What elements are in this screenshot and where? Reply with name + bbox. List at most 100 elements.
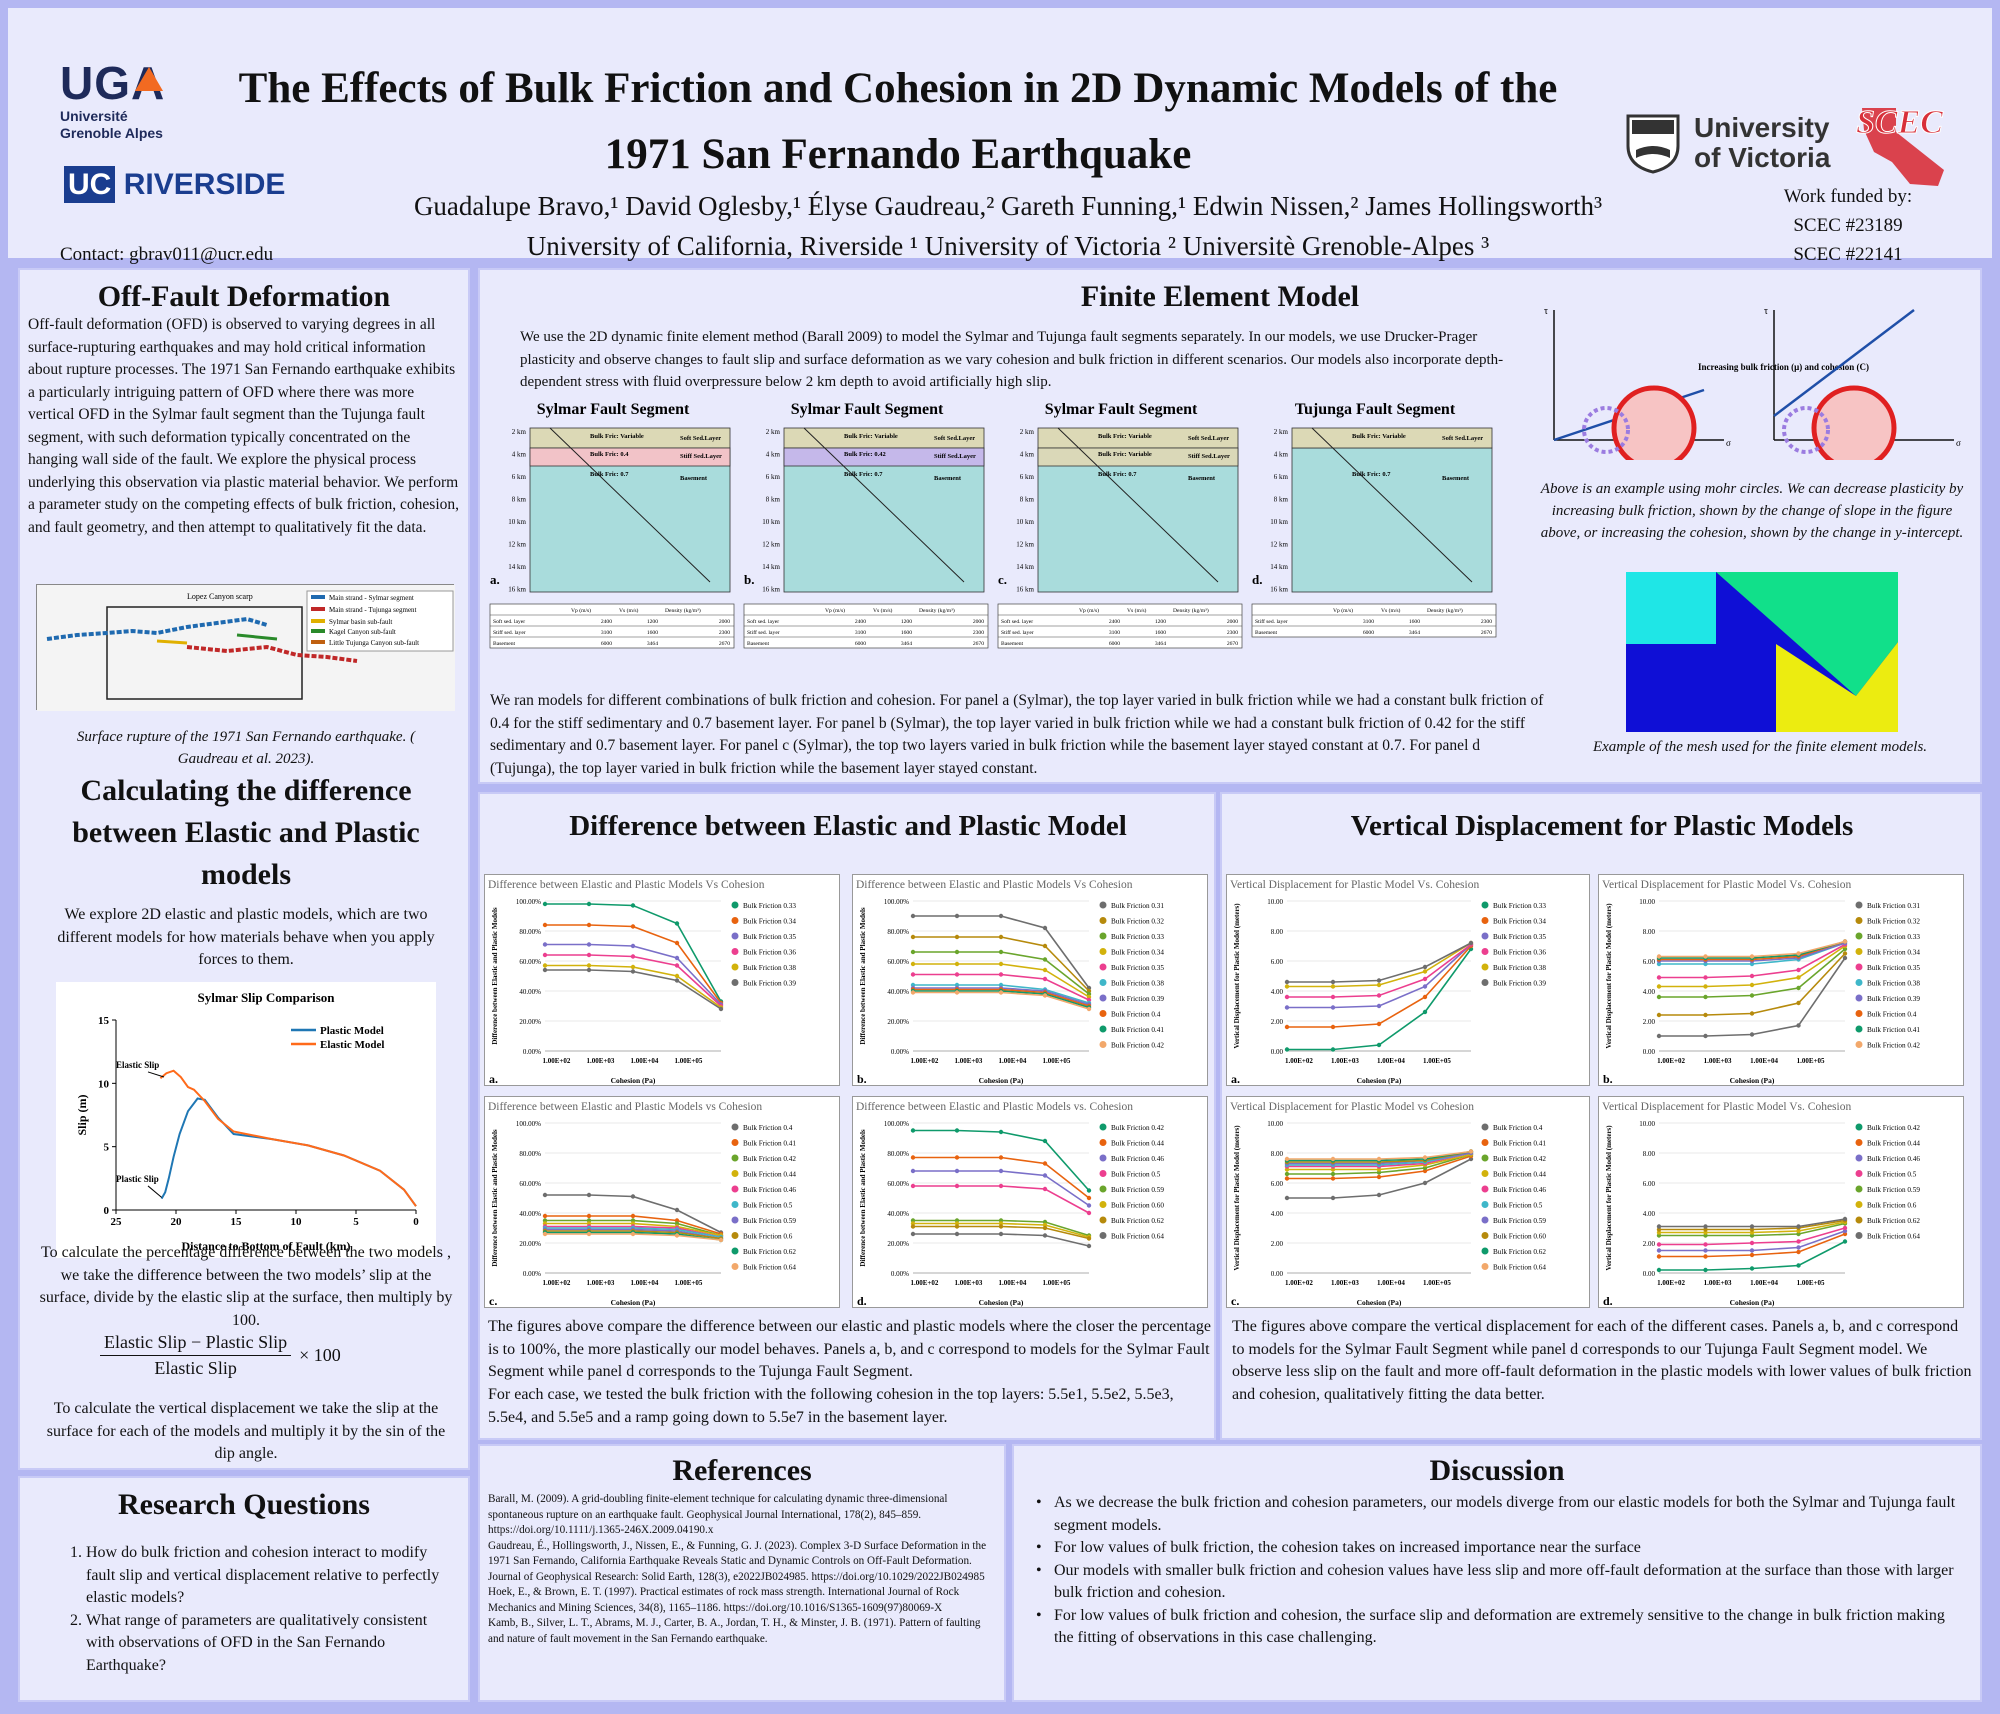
legend-label: Bulk Friction 0.64	[1867, 1233, 1920, 1241]
annotation-arrow	[147, 1071, 165, 1078]
data-point	[1749, 1252, 1755, 1258]
data-point	[1042, 976, 1048, 982]
vert-text: The figures above compare the vertical d…	[1232, 1318, 1972, 1403]
data-point	[954, 1155, 960, 1160]
data-point	[998, 934, 1004, 940]
ref-item: Kamb, B., Silver, L. T., Abrams, M. J., …	[488, 1617, 981, 1645]
uvic-crest-icon	[1626, 114, 1680, 174]
data-point	[718, 1006, 724, 1012]
table-cell: 1600	[1409, 619, 1420, 625]
y-tick-label: 20.00%	[519, 1240, 541, 1248]
legend-label: Bulk Friction 0.44	[743, 1171, 796, 1179]
layer-friction-label: Bulk Fric: Variable	[844, 433, 898, 440]
legend-label: Bulk Friction 0.38	[1493, 964, 1546, 972]
ucr-logo-text: RIVERSIDE	[123, 168, 286, 201]
uvic-logo-line1: University	[1694, 112, 1830, 143]
formula-denominator: Elastic Slip	[154, 1358, 237, 1378]
data-point	[1749, 993, 1755, 998]
data-point	[674, 978, 680, 983]
data-point	[1656, 1254, 1662, 1259]
depth-label: 14 km	[1270, 563, 1288, 571]
legend-marker	[1099, 901, 1107, 909]
table-cell: 3100	[601, 630, 612, 636]
x-tick-label: 1.00E+03	[1331, 1057, 1359, 1065]
panel-letter: d.	[1603, 1294, 1613, 1308]
x-tick-label: 1.00E+05	[1797, 1057, 1825, 1065]
data-point	[1796, 1224, 1801, 1229]
table-header: Vp (m/s)	[1333, 607, 1353, 614]
ref-item: Gaudreau, É., Hollingsworth, J., Nissen,…	[488, 1539, 987, 1583]
data-point	[1796, 1245, 1801, 1250]
panel-letter: a.	[1231, 1072, 1240, 1086]
legend-marker	[731, 1185, 739, 1193]
refs-heading: References	[672, 1454, 812, 1487]
data-point	[586, 901, 592, 907]
layer-friction-label: Bulk Fric: Variable	[1352, 433, 1406, 440]
chart-svg: Difference between Elastic and Plastic M…	[488, 879, 796, 1086]
legend-marker	[1855, 948, 1863, 955]
x-tick-label: 15	[231, 1216, 243, 1228]
series-line	[913, 1170, 1090, 1207]
y-tick-label: 6.00	[1643, 1180, 1656, 1188]
map-label: Lopez Canyon scarp	[187, 592, 253, 601]
rupture-map: Lopez Canyon scarp Main strand - Sylmar …	[36, 584, 455, 711]
y-tick-label: 0.00	[1271, 1048, 1284, 1056]
data-point	[1086, 1188, 1092, 1193]
y-tick-label: 10.00	[1267, 898, 1283, 906]
x-tick-label: 1.00E+03	[1704, 1279, 1732, 1287]
legend-label: Bulk Friction 0.62	[1867, 1217, 1920, 1225]
data-point	[1656, 1012, 1662, 1018]
x-tick-label: 1.00E+04	[998, 1057, 1026, 1065]
x-tick-label: 1.00E+05	[1042, 1057, 1070, 1065]
legend-label: Bulk Friction 0.59	[1111, 1186, 1164, 1194]
x-tick-label: 1.00E+05	[674, 1057, 702, 1065]
fem-model-panel: Sylmar Fault Segment Bulk Fric: Variable B…	[742, 400, 992, 700]
y-tick-label: 60.00%	[519, 1180, 541, 1188]
table-cell: Stiff sed. layer	[747, 629, 780, 636]
y-axis-label: Vertical Displacement for Plastic Model …	[1233, 903, 1241, 1049]
discussion-item: Our models with smaller bulk friction an…	[1032, 1560, 1960, 1605]
table-cell: 2000	[719, 619, 730, 625]
data-point	[1330, 1176, 1336, 1181]
funded-label: Work funded by:	[1783, 186, 1913, 207]
legend-marker	[731, 1216, 739, 1224]
y-axis-label: Vertical Displacement for Plastic Model …	[1605, 903, 1613, 1049]
data-point	[910, 990, 916, 995]
line-chart-diff-a: Difference between Elastic and Plastic M…	[484, 874, 840, 1086]
panel-letter: b.	[744, 572, 754, 587]
legend-marker	[1855, 917, 1863, 924]
data-point	[1703, 1224, 1708, 1229]
basement-layer	[529, 447, 731, 593]
data-point	[1330, 1005, 1336, 1010]
table-cell: 3464	[1409, 630, 1420, 636]
fem-model-panel: Sylmar Fault Segment Bulk Fric: Variable B…	[996, 400, 1246, 700]
legend-label: Bulk Friction 0.4	[1493, 1124, 1543, 1132]
depth-label: 12 km	[1270, 541, 1288, 549]
data-point	[1796, 985, 1801, 991]
y-tick-label: 60.00%	[519, 958, 541, 966]
data-point	[1796, 967, 1801, 973]
map-legend: Main strand - Sylmar segment Main strand…	[306, 590, 454, 652]
x-tick-label: 1.00E+03	[1704, 1057, 1732, 1065]
table-cell: 2300	[719, 630, 730, 636]
data-point	[1042, 1173, 1048, 1178]
x-tick-label: 1.00E+04	[998, 1279, 1026, 1287]
legend-marker	[1855, 1170, 1863, 1177]
data-point	[910, 949, 916, 955]
x-tick-label: 1.00E+04	[630, 1057, 658, 1065]
data-point	[1330, 994, 1336, 1000]
x-tick-label: 0	[413, 1216, 419, 1228]
x-tick-label: 1.00E+03	[954, 1279, 982, 1287]
legend-label: Bulk Friction 0.42	[1867, 1124, 1920, 1132]
chart-svg: Difference between Elastic and Plastic M…	[488, 1101, 796, 1308]
data-point	[1330, 979, 1336, 985]
legend-marker	[1099, 1216, 1107, 1224]
x-tick-label: 1.00E+02	[1657, 1279, 1685, 1287]
fem-panel-title: Tujunga Fault Segment	[1295, 401, 1456, 418]
data-point	[1422, 1009, 1428, 1015]
x-axis-label: Cohesion (Pa)	[979, 1076, 1024, 1085]
y-axis-label: Vertical Displacement for Plastic Model …	[1233, 1125, 1241, 1271]
legend-marker	[1481, 1185, 1489, 1193]
data-point	[1086, 1243, 1092, 1249]
fem-model-panel: Sylmar Fault Segment Bulk Fric: Variable B…	[488, 400, 738, 700]
